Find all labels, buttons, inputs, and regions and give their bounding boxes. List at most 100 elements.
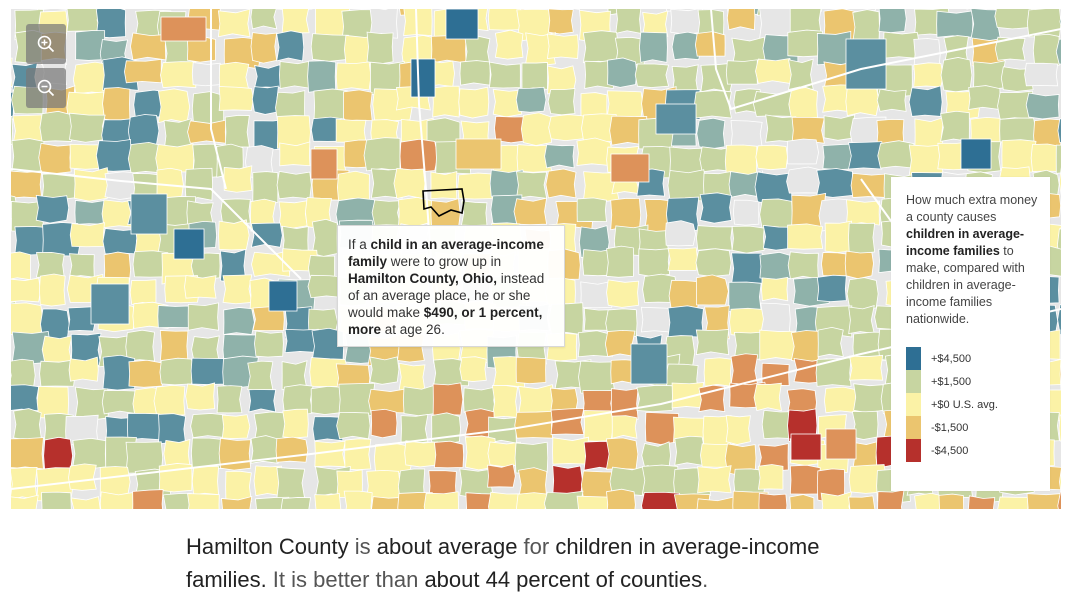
county-shape[interactable] <box>576 495 611 509</box>
county-shape[interactable] <box>908 85 943 117</box>
county-shape[interactable] <box>846 199 880 226</box>
county-shape[interactable] <box>876 88 907 112</box>
county-shape[interactable] <box>344 438 372 471</box>
county-shape[interactable] <box>157 304 192 329</box>
county-shape[interactable] <box>815 357 852 387</box>
county-shape[interactable] <box>638 248 671 278</box>
county-shape[interactable] <box>577 330 613 358</box>
county-shape[interactable] <box>611 415 638 439</box>
county-shape[interactable] <box>515 171 548 199</box>
county-shape[interactable] <box>159 329 189 363</box>
county-shape[interactable] <box>458 86 490 119</box>
county-shape[interactable] <box>455 138 502 170</box>
county-shape[interactable] <box>667 247 698 271</box>
county-shape[interactable] <box>817 326 844 358</box>
county-shape[interactable] <box>125 329 155 362</box>
county-shape[interactable] <box>753 90 793 117</box>
county-shape[interactable] <box>132 489 164 509</box>
county-shape[interactable] <box>731 252 763 285</box>
county-shape[interactable] <box>940 57 973 93</box>
county-shape[interactable] <box>459 356 487 382</box>
county-shape[interactable] <box>844 250 874 280</box>
county-shape[interactable] <box>370 168 403 199</box>
county-shape[interactable] <box>848 222 876 255</box>
county-shape[interactable] <box>158 413 187 445</box>
county-shape[interactable] <box>445 9 479 40</box>
county-shape[interactable] <box>11 115 13 145</box>
county-shape[interactable] <box>163 438 191 468</box>
county-shape[interactable] <box>184 167 213 201</box>
county-shape[interactable] <box>35 251 65 279</box>
county-shape[interactable] <box>1059 9 1061 34</box>
county-shape[interactable] <box>521 62 548 90</box>
county-shape[interactable] <box>184 275 217 299</box>
county-shape[interactable] <box>430 171 458 200</box>
county-shape[interactable] <box>696 225 733 251</box>
county-shape[interactable] <box>730 120 763 148</box>
county-shape[interactable] <box>578 360 616 394</box>
county-shape[interactable] <box>703 357 732 387</box>
county-shape[interactable] <box>336 412 371 440</box>
county-shape[interactable] <box>11 466 38 501</box>
county-shape[interactable] <box>849 354 884 381</box>
county-shape[interactable] <box>789 494 815 509</box>
county-shape[interactable] <box>825 428 857 460</box>
county-shape[interactable] <box>634 63 670 88</box>
county-shape[interactable] <box>1025 92 1060 120</box>
county-shape[interactable] <box>130 193 168 235</box>
county-shape[interactable] <box>128 359 166 388</box>
county-shape[interactable] <box>190 252 221 280</box>
county-shape[interactable] <box>248 389 277 413</box>
county-shape[interactable] <box>127 114 160 148</box>
county-shape[interactable] <box>125 441 164 474</box>
county-shape[interactable] <box>431 412 461 445</box>
county-shape[interactable] <box>520 112 553 146</box>
county-shape[interactable] <box>68 356 99 382</box>
county-shape[interactable] <box>124 58 162 84</box>
county-shape[interactable] <box>1055 37 1061 65</box>
county-shape[interactable] <box>343 89 373 122</box>
county-shape[interactable] <box>546 33 579 60</box>
county-shape[interactable] <box>191 465 219 496</box>
county-shape[interactable] <box>368 388 407 414</box>
county-shape[interactable] <box>459 60 491 86</box>
county-shape[interactable] <box>960 138 992 170</box>
county-shape[interactable] <box>39 359 76 387</box>
county-shape[interactable] <box>221 495 253 509</box>
county-shape[interactable] <box>11 437 44 470</box>
county-shape[interactable] <box>695 248 732 277</box>
county-shape[interactable] <box>787 251 819 280</box>
county-shape[interactable] <box>914 492 948 509</box>
county-shape[interactable] <box>938 493 965 509</box>
county-shape[interactable] <box>606 245 635 278</box>
county-shape[interactable] <box>641 464 679 495</box>
county-shape[interactable] <box>423 491 459 509</box>
county-shape[interactable] <box>250 9 278 30</box>
county-shape[interactable] <box>254 64 283 89</box>
county-shape[interactable] <box>268 280 298 312</box>
county-shape[interactable] <box>69 222 105 248</box>
county-shape[interactable] <box>642 10 669 39</box>
county-map[interactable]: If a child in an average-income family w… <box>11 9 1061 509</box>
county-shape[interactable] <box>369 9 399 39</box>
county-shape[interactable] <box>276 466 306 500</box>
county-shape[interactable] <box>363 137 401 172</box>
county-shape[interactable] <box>790 433 822 461</box>
county-shape[interactable] <box>1059 357 1061 390</box>
county-shape[interactable] <box>610 197 642 231</box>
county-shape[interactable] <box>403 9 433 37</box>
county-shape[interactable] <box>852 9 880 43</box>
county-shape[interactable] <box>1024 62 1059 87</box>
county-shape[interactable] <box>491 385 519 418</box>
county-shape[interactable] <box>816 274 847 303</box>
county-shape[interactable] <box>755 57 793 84</box>
county-shape[interactable] <box>973 60 1006 90</box>
county-shape[interactable] <box>515 492 548 509</box>
county-shape[interactable] <box>547 88 576 116</box>
county-shape[interactable] <box>605 437 639 470</box>
county-shape[interactable] <box>310 148 338 180</box>
county-shape[interactable] <box>129 279 157 306</box>
county-shape[interactable] <box>639 31 668 63</box>
county-shape[interactable] <box>90 283 130 325</box>
county-cells[interactable] <box>11 9 1061 509</box>
